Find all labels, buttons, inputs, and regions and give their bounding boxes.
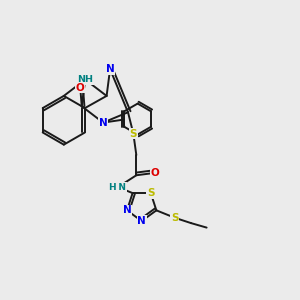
Text: N: N: [106, 64, 114, 74]
Text: S: S: [130, 129, 137, 139]
Text: S: S: [147, 188, 154, 198]
Text: S: S: [171, 213, 178, 223]
Text: O: O: [76, 83, 85, 93]
Text: N: N: [99, 118, 107, 128]
Text: O: O: [150, 168, 159, 178]
Text: H N: H N: [110, 183, 126, 192]
Text: N: N: [123, 206, 131, 215]
Text: NH: NH: [77, 75, 93, 84]
Text: N: N: [137, 216, 146, 226]
